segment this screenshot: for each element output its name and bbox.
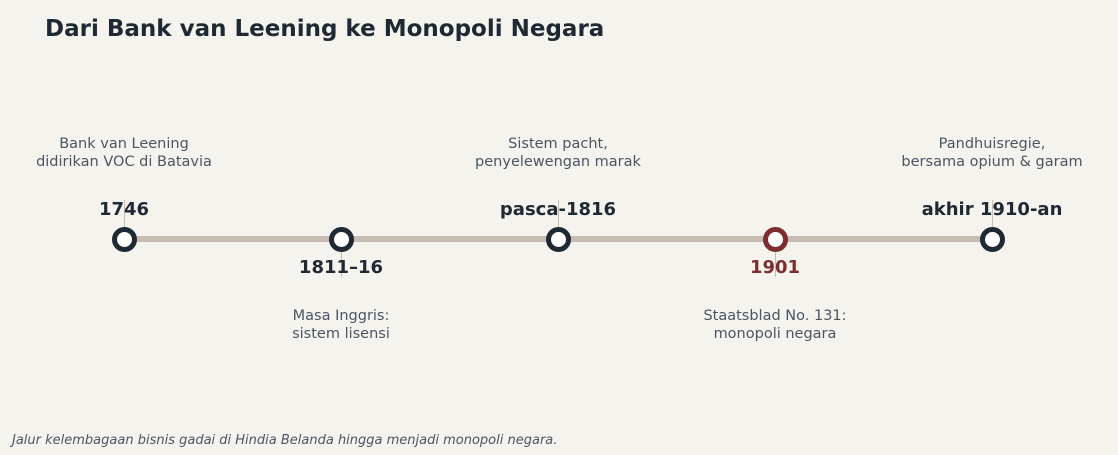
page-title: Dari Bank van Leening ke Monopoli Negara (45, 16, 605, 42)
event-connector-tick (774, 252, 776, 277)
event-description-line: Pandhuisregie, (938, 136, 1046, 152)
event-description-line: monopoli negara (713, 326, 837, 342)
event-marker (979, 226, 1005, 252)
event-description: Staatsblad No. 131: monopoli negara (625, 307, 925, 343)
event-description: Pandhuisregie, bersama opium & garam (842, 135, 1118, 171)
event-marker (111, 226, 137, 252)
event-description-line: sistem lisensi (292, 326, 390, 342)
event-marker-highlight (762, 226, 788, 252)
event-marker (328, 226, 354, 252)
event-year: 1746 (98, 199, 150, 220)
event-connector-tick (991, 200, 993, 227)
event-description-line: Bank van Leening (59, 136, 189, 152)
event-connector-tick (340, 252, 342, 277)
event-description-line: Staatsblad No. 131: (703, 308, 847, 324)
event-description-line: bersama opium & garam (901, 154, 1083, 170)
event-marker (545, 226, 571, 252)
event-connector-tick (123, 200, 125, 227)
event-connector-tick (557, 200, 559, 227)
event-year: pasca-1816 (499, 199, 617, 220)
event-description-line: penyelewengan marak (475, 154, 641, 170)
event-year: akhir 1910-an (921, 199, 1063, 220)
event-year: 1901 (749, 257, 801, 278)
event-description-line: Sistem pacht, (508, 136, 608, 152)
figure-caption: Jalur kelembagaan bisnis gadai di Hindia… (12, 433, 558, 448)
event-description: Bank van Leening didirikan VOC di Batavi… (0, 135, 274, 171)
event-description-line: didirikan VOC di Batavia (36, 154, 212, 170)
event-description: Sistem pacht, penyelewengan marak (408, 135, 708, 171)
event-description-line: Masa Inggris: (292, 308, 390, 324)
event-year: 1811–16 (298, 257, 384, 278)
event-description: Masa Inggris: sistem lisensi (191, 307, 491, 343)
